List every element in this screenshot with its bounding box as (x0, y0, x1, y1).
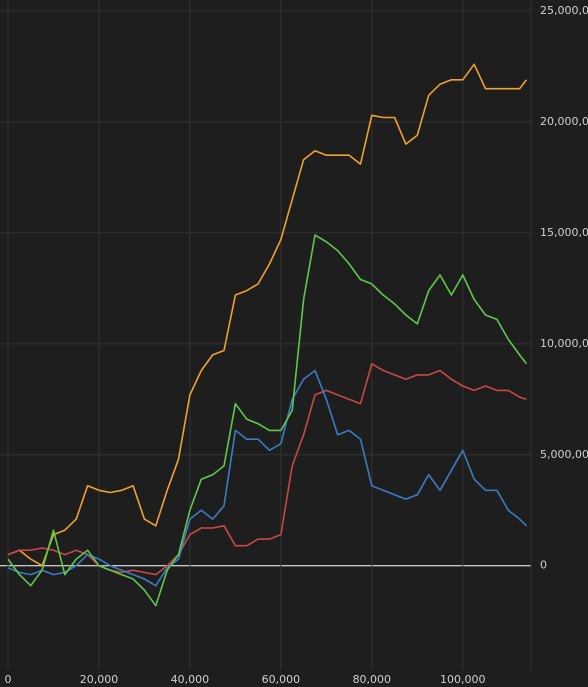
x-tick-label: 100,000 (440, 673, 486, 686)
x-tick-label: 0 (5, 673, 12, 686)
series-line (7, 369, 528, 587)
y-tick-label: 5,000,000 (540, 448, 588, 461)
x-tick-label: 40,000 (171, 673, 210, 686)
y-tick-label: 10,000,00 (540, 337, 588, 350)
x-tick-label: 80,000 (353, 673, 392, 686)
series-line (7, 234, 528, 607)
series-line (7, 363, 527, 576)
x-tick-label: 20,000 (80, 673, 119, 686)
x-tick-label: 60,000 (262, 673, 301, 686)
y-tick-label: 20,000,00 (540, 115, 588, 128)
series-line (7, 63, 528, 567)
y-tick-label: 15,000,00 (540, 226, 588, 239)
y-tick-label: 25,000,00 (540, 4, 588, 17)
y-tick-label: 0 (540, 559, 547, 572)
